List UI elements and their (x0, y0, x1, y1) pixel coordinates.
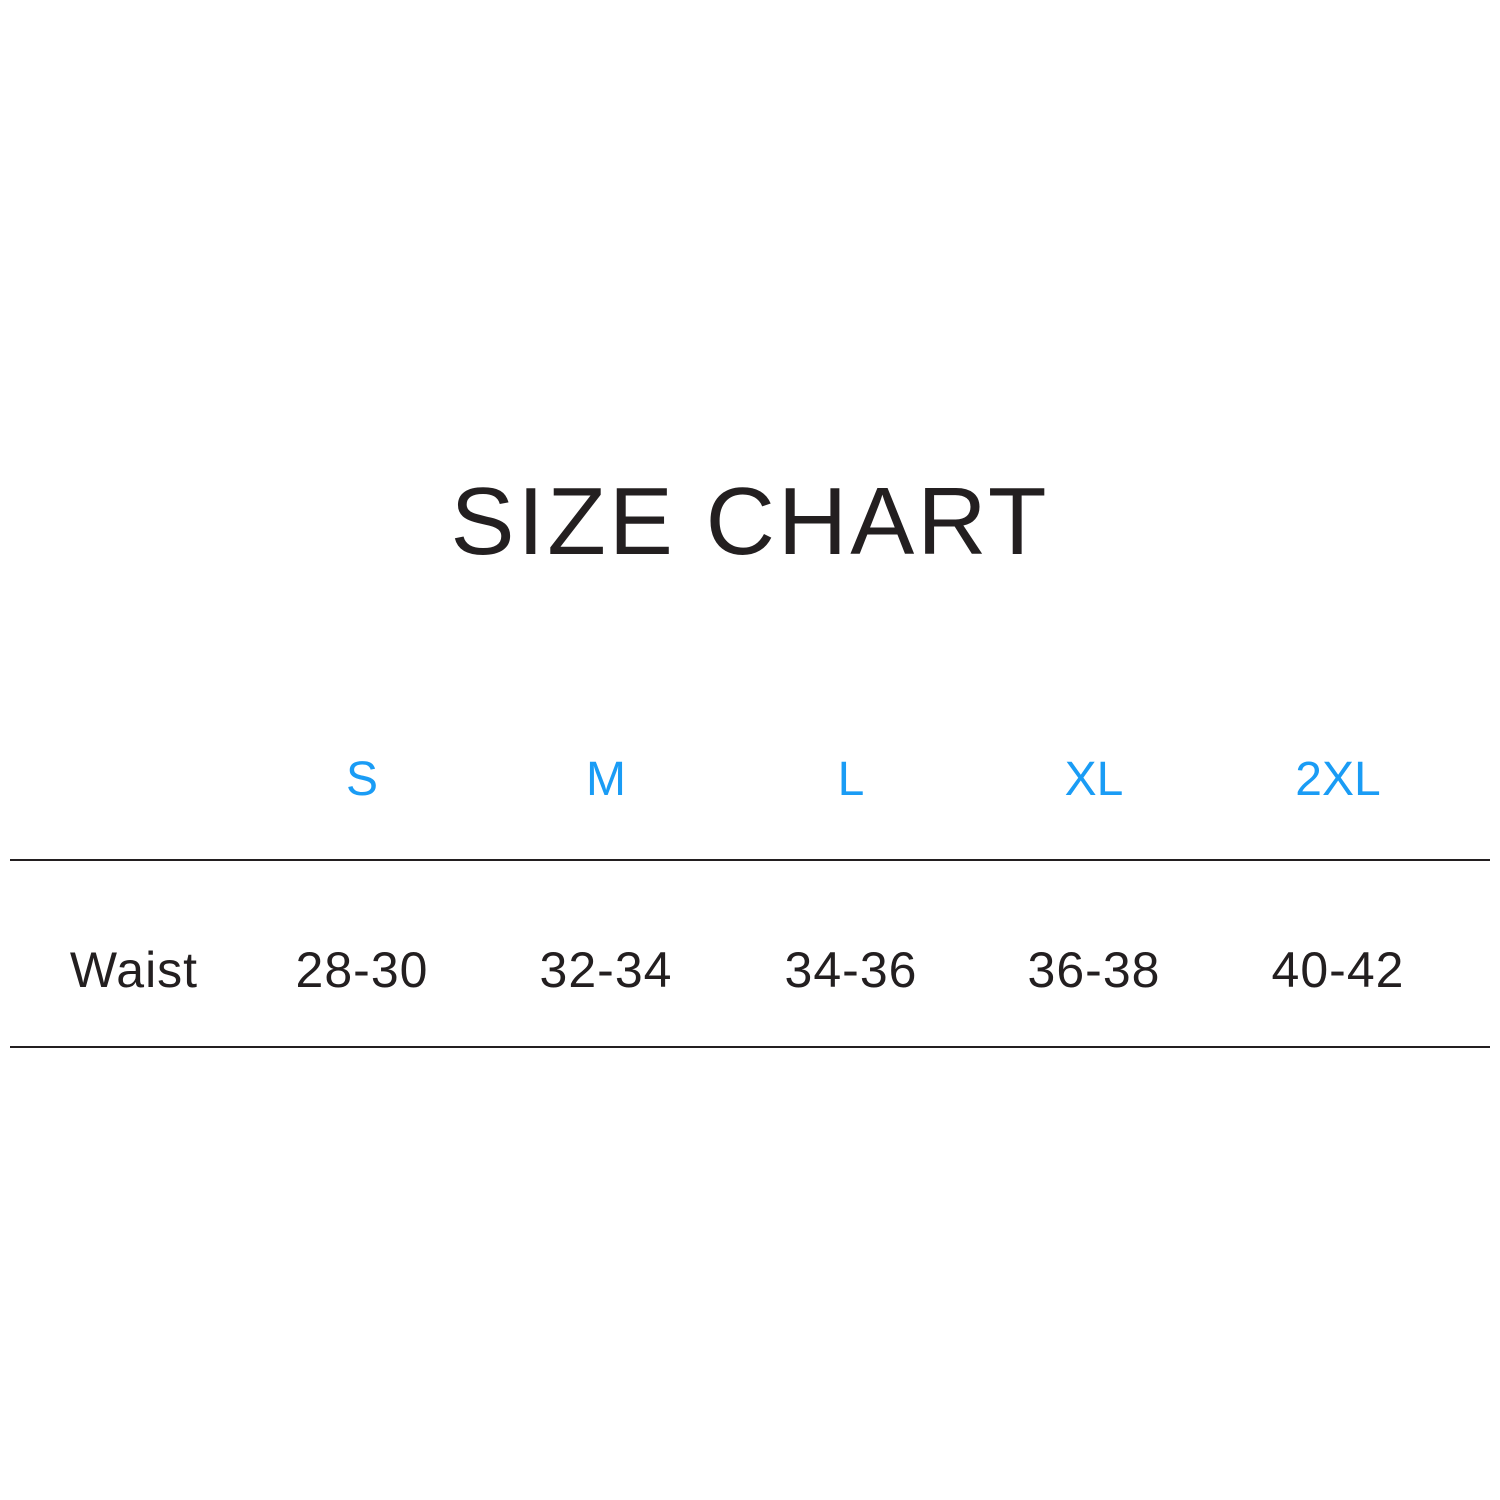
page-title: SIZE CHART (450, 468, 1050, 575)
row-label-waist: Waist (69, 942, 199, 998)
size-header-s: S (345, 753, 378, 806)
waist-2xl: 40-42 (1271, 942, 1405, 998)
size-header-m: M (586, 753, 626, 806)
waist-l: 34-36 (784, 942, 918, 998)
size-header-2xl: 2XL (1295, 753, 1381, 806)
waist-m: 32-34 (539, 942, 673, 998)
waist-xl: 36-38 (1027, 942, 1161, 998)
divider-top (10, 859, 1490, 861)
divider-bottom (10, 1046, 1490, 1048)
size-header-xl: XL (1064, 753, 1124, 806)
size-header-l: L (837, 753, 865, 806)
waist-s: 28-30 (295, 942, 429, 998)
